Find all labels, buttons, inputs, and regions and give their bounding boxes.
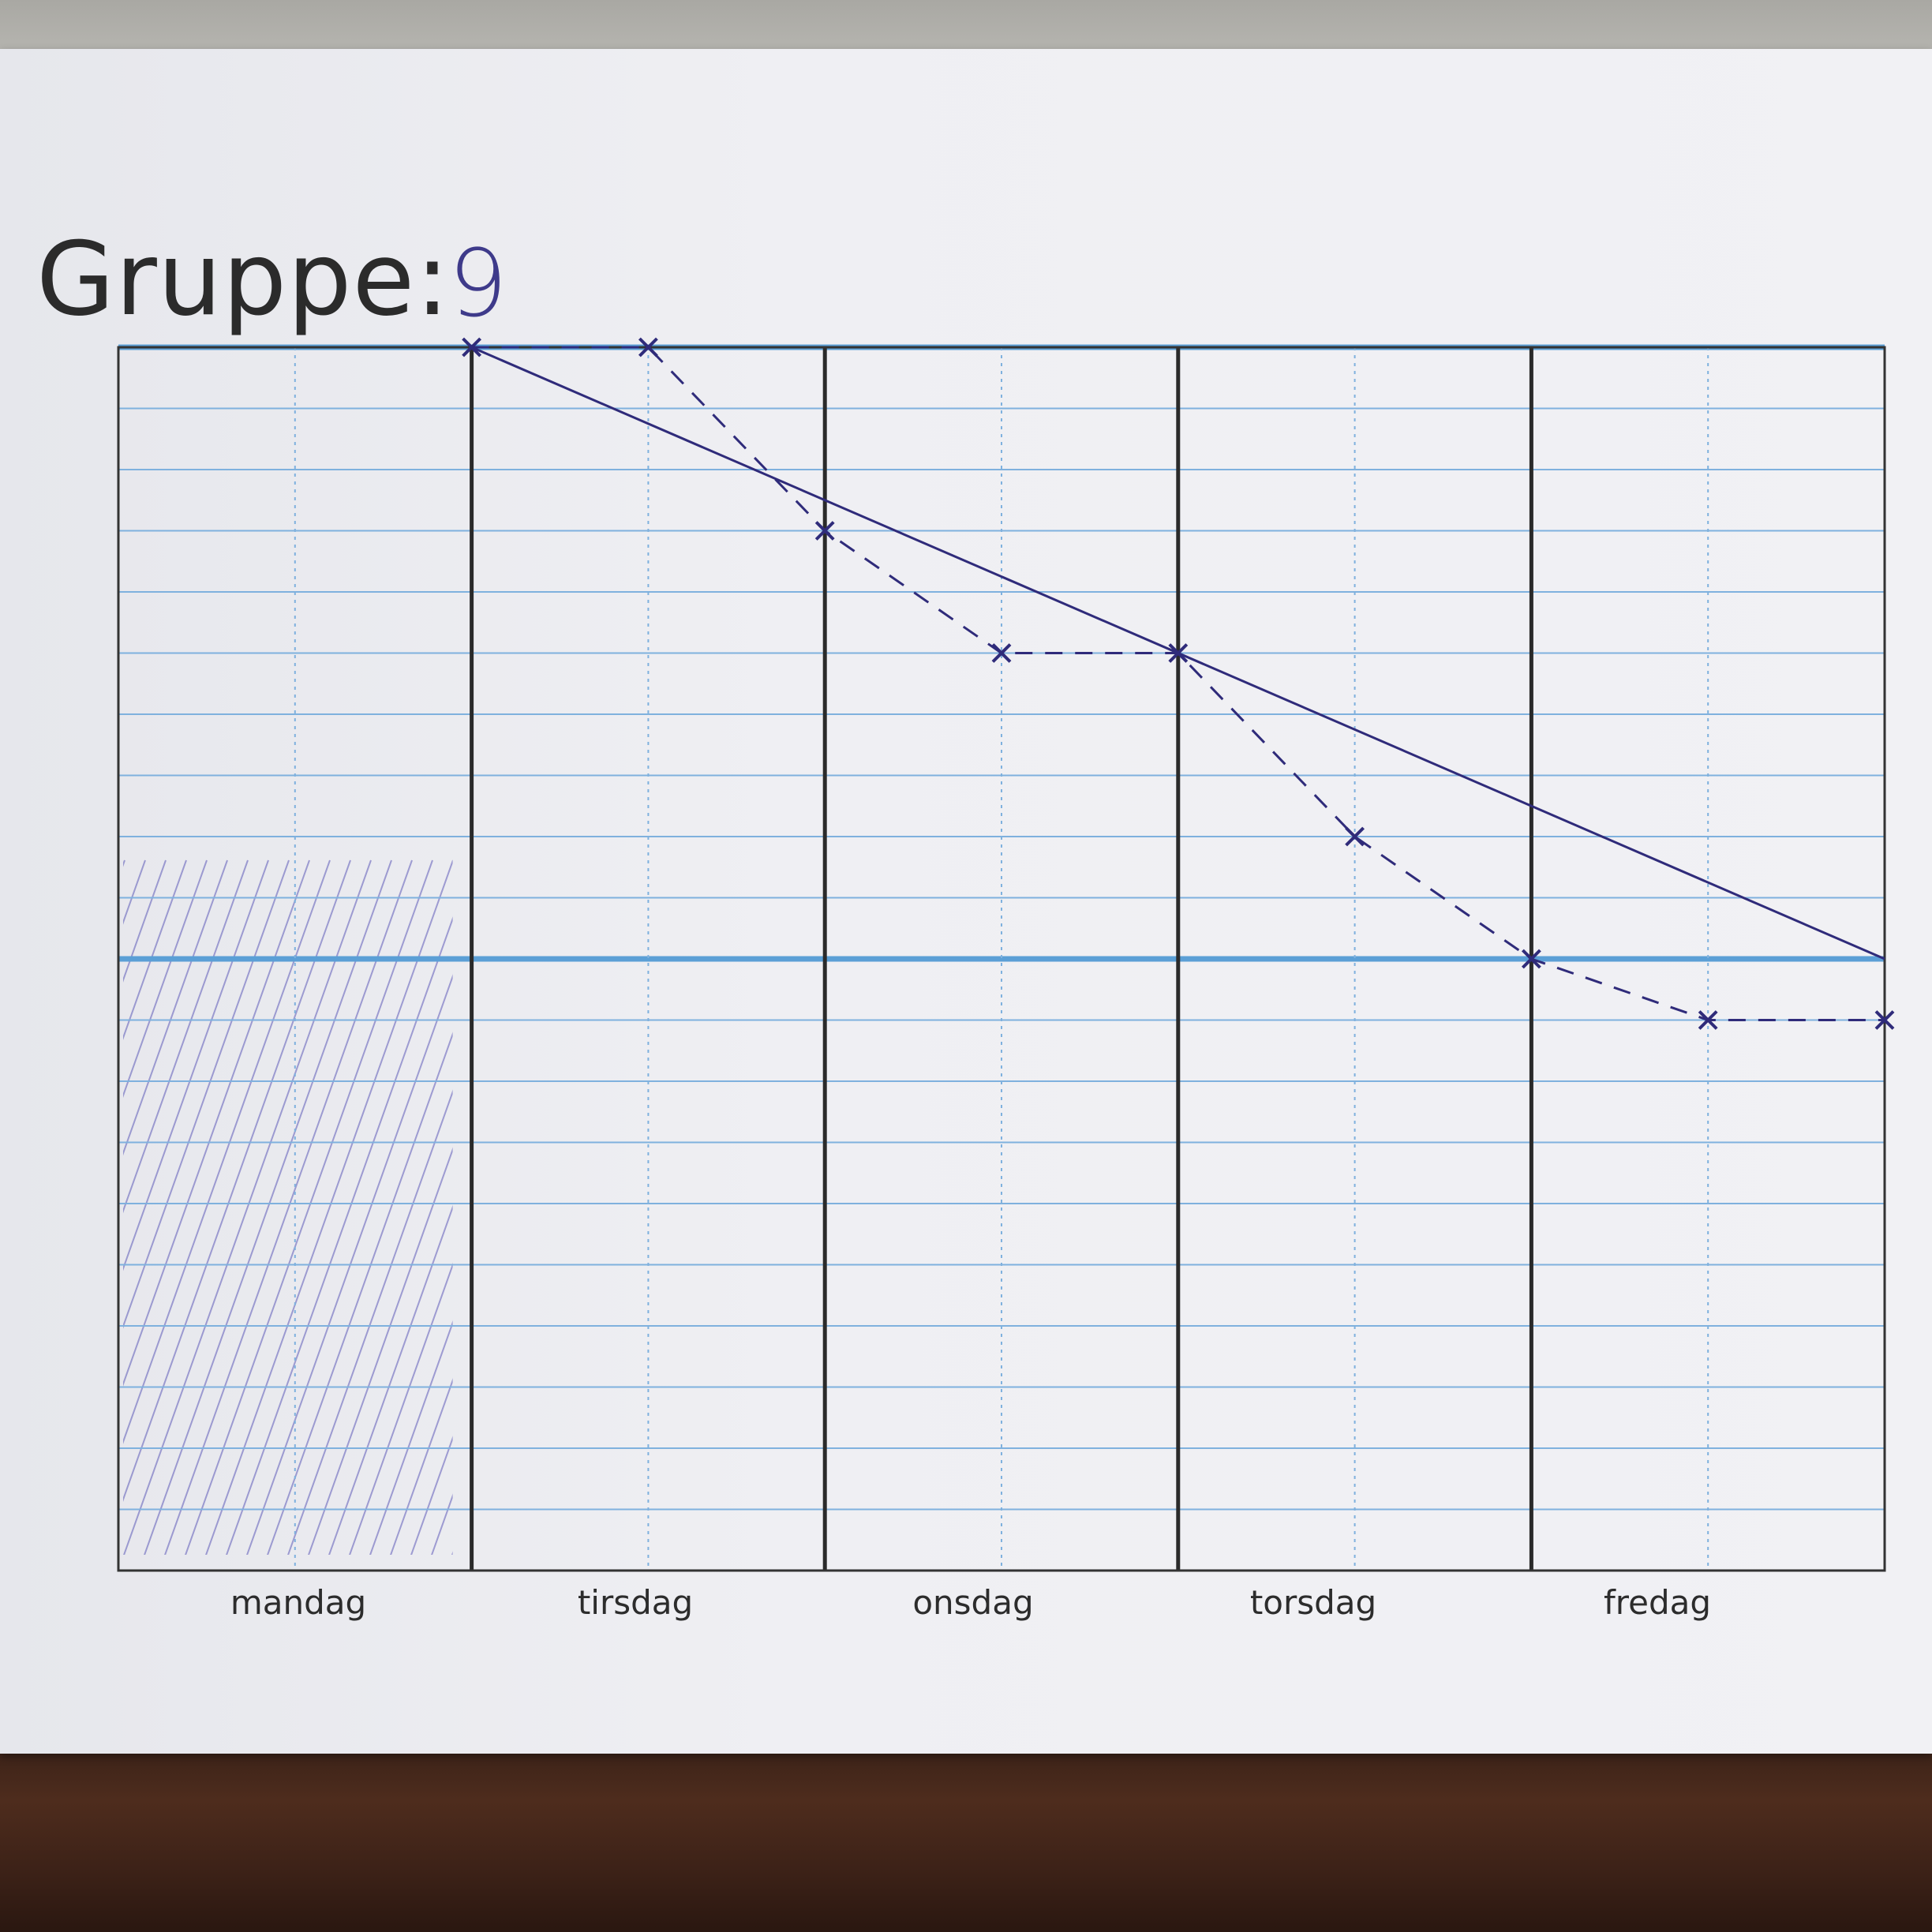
hatch-stroke	[898, 860, 1151, 1571]
hatch-stroke	[837, 860, 1089, 1571]
hatch-stroke	[878, 860, 1130, 1571]
hatch-stroke	[0, 860, 104, 1571]
hatch-stroke	[287, 1089, 453, 1555]
x-marker	[1345, 826, 1365, 847]
hatch-stroke	[1226, 860, 1479, 1571]
hatch-stroke	[919, 860, 1171, 1571]
hatch-stroke	[123, 859, 187, 1040]
hatch-stroke	[1042, 860, 1294, 1571]
x-marker	[462, 337, 482, 358]
hatch-stroke	[308, 1147, 453, 1555]
hatch-stroke	[816, 860, 1069, 1571]
hatch-stroke	[123, 859, 372, 1555]
hatch-stroke	[123, 859, 331, 1444]
hatch-stroke	[0, 860, 43, 1571]
hatch-stroke	[246, 974, 453, 1555]
hatch-stroke	[123, 859, 167, 983]
hatch-stroke	[164, 859, 413, 1555]
hatch-stroke	[775, 860, 1028, 1571]
hatch-stroke	[0, 860, 84, 1571]
hatch-stroke	[652, 860, 904, 1571]
hatch-stroke	[754, 860, 1007, 1571]
hatch-stroke	[467, 860, 720, 1571]
hatch-stroke	[1021, 860, 1274, 1571]
hatch-stroke	[185, 859, 433, 1555]
hatched-region	[0, 859, 1582, 1571]
x-marker	[814, 521, 835, 541]
x-tick-label: tirsdag	[577, 1583, 694, 1622]
hatch-stroke	[960, 860, 1212, 1571]
hatch-stroke	[1206, 860, 1458, 1571]
x-tick-label: torsdag	[1249, 1583, 1377, 1622]
paper-sheet	[0, 49, 1932, 1754]
hatch-stroke	[1288, 860, 1541, 1571]
hatch-stroke	[451, 1551, 453, 1555]
hatch-stroke	[123, 859, 249, 1214]
hatch-stroke	[529, 860, 781, 1571]
x-tick-label: fredag	[1603, 1583, 1712, 1622]
hatch-stroke	[672, 860, 925, 1571]
hatch-stroke	[0, 860, 2, 1571]
x-marker	[1521, 949, 1541, 969]
hatch-stroke	[549, 860, 802, 1571]
hatch-stroke	[1062, 860, 1315, 1571]
group-number-handwritten: 9	[448, 229, 508, 338]
hatch-stroke	[349, 1263, 453, 1555]
hatch-stroke	[123, 859, 228, 1156]
hatch-stroke	[431, 1493, 453, 1555]
hatch-stroke	[410, 1436, 453, 1555]
hatch-stroke	[123, 859, 310, 1387]
x-marker	[638, 337, 658, 358]
hatch-stroke	[123, 859, 146, 925]
hatch-stroke	[123, 859, 351, 1502]
x-tick-label: mandag	[230, 1583, 367, 1622]
x-marker	[1698, 1010, 1718, 1030]
hatch-stroke	[0, 860, 63, 1571]
hatch-stroke	[267, 1032, 453, 1555]
hatch-stroke	[123, 859, 125, 867]
chart-title-label: Gruppe:	[36, 221, 451, 339]
hatch-stroke	[796, 860, 1048, 1571]
hatch-stroke	[713, 860, 966, 1571]
hatch-stroke	[1247, 860, 1500, 1571]
hatch-stroke	[857, 860, 1110, 1571]
hatch-stroke	[123, 859, 269, 1271]
hatch-stroke	[1185, 860, 1438, 1571]
hatch-stroke	[1083, 860, 1335, 1571]
hatch-stroke	[226, 916, 453, 1555]
hatch-stroke	[939, 860, 1192, 1571]
hatch-stroke	[1001, 860, 1253, 1571]
hatch-stroke	[734, 860, 987, 1571]
hatch-stroke	[590, 860, 843, 1571]
hatch-stroke	[693, 860, 945, 1571]
hatch-stroke	[123, 859, 208, 1099]
hatch-stroke	[1103, 860, 1356, 1571]
wooden-table	[0, 1744, 1932, 1932]
x-tick-label: onsdag	[912, 1583, 1034, 1622]
hatch-stroke	[144, 859, 392, 1555]
hatch-stroke	[328, 1204, 453, 1555]
hatch-stroke	[570, 860, 822, 1571]
hatch-stroke	[123, 859, 290, 1329]
hatch-stroke	[1124, 860, 1376, 1571]
hatch-stroke	[488, 860, 740, 1571]
hatch-stroke	[369, 1320, 453, 1555]
x-marker	[1168, 643, 1189, 663]
x-marker	[991, 643, 1012, 663]
hatch-stroke	[631, 860, 884, 1571]
hatch-stroke	[205, 859, 453, 1555]
hatch-stroke	[980, 860, 1233, 1571]
hatch-stroke	[0, 860, 22, 1571]
hatch-stroke	[1329, 860, 1582, 1571]
hatch-stroke	[1144, 860, 1397, 1571]
x-marker	[1874, 1010, 1895, 1030]
hatch-stroke	[1267, 860, 1520, 1571]
hatch-stroke	[508, 860, 761, 1571]
hatch-stroke	[1165, 860, 1417, 1571]
hatch-stroke	[390, 1378, 453, 1555]
